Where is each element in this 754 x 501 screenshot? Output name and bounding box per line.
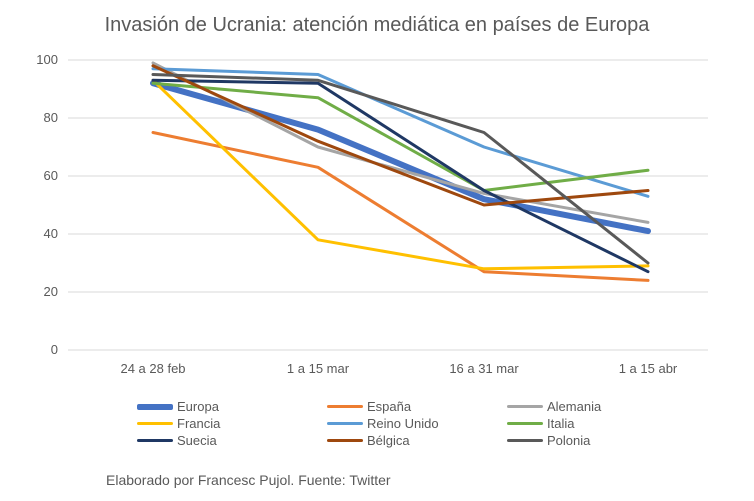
legend-label: Europa [177,399,219,414]
legend-swatch [327,405,363,408]
legend-label: Reino Unido [367,416,439,431]
legend-swatch [327,422,363,425]
series-line-españa [151,131,650,282]
legend-label: Suecia [177,433,217,448]
y-tick-label: 80 [44,110,58,125]
x-tick-label: 16 a 31 mar [449,361,519,376]
legend-item: Francia [137,415,220,432]
legend-label: Italia [547,416,575,431]
x-tick-label: 1 a 15 mar [287,361,350,376]
legend-label: Francia [177,416,221,431]
y-tick-label: 40 [44,226,58,241]
legend-swatch [507,439,543,442]
legend-item: Italia [507,415,574,432]
x-tick-label: 1 a 15 abr [619,361,678,376]
series-lines [150,61,651,282]
legend-swatch [507,422,543,425]
legend-item: Europa [137,398,219,415]
legend-item: España [327,398,411,415]
legend-swatch [137,439,173,442]
legend-item: Alemania [507,398,601,415]
legend-swatch [137,403,173,410]
y-tick-label: 0 [51,342,58,357]
source-note: Elaborado por Francesc Pujol. Fuente: Tw… [106,472,391,488]
x-axis-tick-labels: 24 a 28 feb 1 a 15 mar 16 a 31 mar 1 a 15 a… [120,361,677,376]
y-tick-label: 60 [44,168,58,183]
chart-title: Invasión de Ucrania: atención mediática … [104,14,650,36]
legend-label: Alemania [547,399,602,414]
y-tick-label: 20 [44,284,58,299]
legend-item: Suecia [137,432,217,449]
legend-item: Bélgica [327,432,410,449]
series-line-polonia [151,73,650,265]
series-line-reino-unido [151,67,650,198]
y-axis-tick-labels: 0 20 40 60 80 100 [36,52,58,357]
legend-item: Polonia [507,432,590,449]
series-line-italia [151,81,650,192]
legend: Europa España Alemania Francia Reino Unido It… [137,398,657,452]
legend-swatch [507,405,543,408]
x-tick-label: 24 a 28 feb [120,361,185,376]
y-tick-label: 100 [36,52,58,67]
legend-swatch [327,439,363,442]
series-line-suecia [151,78,650,274]
legend-swatch [137,422,173,425]
legend-label: España [367,399,412,414]
series-line-francia [151,78,650,271]
legend-label: Bélgica [367,433,410,448]
legend-label: Polonia [547,433,591,448]
legend-item: Reino Unido [327,415,439,432]
